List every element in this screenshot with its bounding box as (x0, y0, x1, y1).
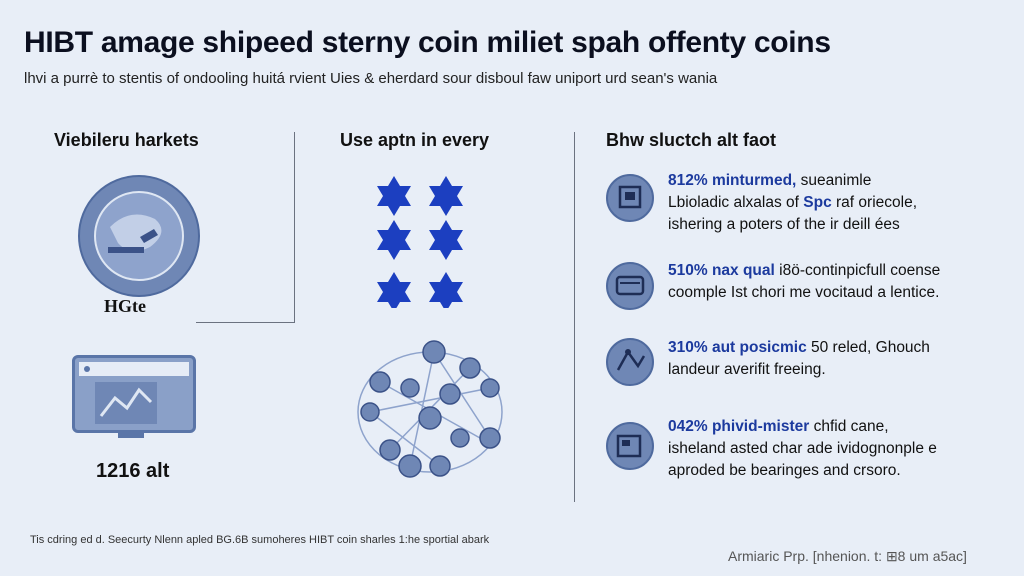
stat-row-4: 042% phivid-mister chfid cane, isheland … (668, 418, 937, 479)
credit-line: Armiaric Prp. [nhenion. t: ⊞8 um a5ac] (728, 548, 967, 564)
stat-highlight: 310% aut posicmic (668, 339, 807, 356)
star-icon (429, 176, 463, 216)
left-divider (294, 132, 295, 322)
right-divider (574, 132, 575, 502)
network-graph-icon (357, 340, 503, 478)
badge-label: HGte (104, 296, 146, 316)
page-subtitle: lhvi a purrè to stentis of ondooling hui… (24, 70, 718, 87)
stat-row-3: 310% aut posicmic 50 reled, Ghouch lande… (668, 339, 930, 378)
star-icon (377, 176, 411, 216)
right-column-heading: Bhw sluctch alt faot (606, 130, 777, 150)
star-icon (377, 220, 411, 260)
chart-icon (606, 174, 654, 222)
network-icon (606, 338, 654, 386)
middle-column-heading: Use aptn in every (340, 130, 490, 150)
stat-highlight: 042% phivid-mister (668, 418, 810, 435)
count-label: 1216 alt (96, 460, 170, 482)
wallet-icon (606, 422, 654, 470)
stat-highlight: 812% minturmed, (668, 172, 797, 189)
stat-highlight: 510% nax qual (668, 262, 775, 279)
monitor-icon (72, 355, 196, 433)
footnote: Tis cdring ed d. Seecurty Nlenn apled BG… (30, 534, 490, 546)
left-connector-line (196, 322, 295, 323)
monitor-stand (118, 430, 144, 438)
stat-row-1: 812% minturmed, sueanimle Lbioladic alxa… (668, 172, 918, 233)
left-column-heading: Viebileru harkets (54, 130, 199, 150)
stat-row-2: 510% nax qual i8ö-continpicfull coense c… (668, 262, 941, 301)
market-globe-icon (78, 175, 200, 297)
star-icon (429, 220, 463, 260)
page-title: HIBT amage shipeed sterny coin miliet sp… (24, 26, 831, 59)
star-icon (429, 272, 463, 308)
star-icon (377, 272, 411, 308)
card-icon (606, 262, 654, 310)
star-grid (377, 176, 463, 308)
